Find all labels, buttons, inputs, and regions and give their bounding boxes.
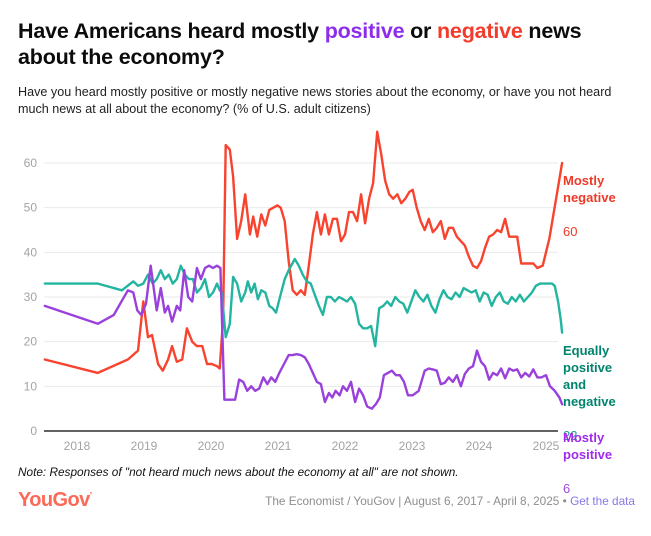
credit-text: The Economist / YouGov | August 6, 2017 …	[265, 494, 571, 508]
series-label-mostly-negative: Mostly negative 60	[563, 155, 649, 257]
series-end-value-equally: 22	[563, 428, 578, 443]
y-tick-label: 10	[24, 379, 38, 393]
line-mostly-negative	[43, 130, 564, 375]
series-label-text: Mostly positive	[563, 430, 613, 462]
title-text: about the economy?	[18, 45, 225, 69]
y-tick-label: 60	[24, 156, 38, 170]
line-equally-positive-and-negative	[43, 257, 564, 348]
series-label-mostly-positive: Mostly positive 6	[563, 412, 649, 514]
series-label-text: Mostly negative	[563, 173, 616, 205]
x-tick-label: 2020	[198, 439, 225, 453]
series-label-equally-positive-and-negative: Equally positive and negative 22	[563, 325, 649, 461]
y-tick-label: 40	[24, 245, 38, 259]
title-text: positive	[324, 19, 405, 43]
x-tick-label: 2018	[64, 439, 91, 453]
line-mostly-positive	[43, 264, 564, 410]
y-tick-label: 30	[24, 290, 38, 304]
y-tick-label: 20	[24, 335, 38, 349]
series-end-value-mostly-positive: 6	[563, 481, 571, 496]
x-tick-label: 2019	[131, 439, 158, 453]
chart-title: Have Americans heard mostly positive or …	[18, 18, 582, 70]
yougov-logo: YouGov’	[18, 489, 92, 511]
chart-subtitle: Have you heard mostly positive or mostly…	[18, 85, 612, 116]
title-text: negative	[437, 19, 523, 43]
footnote: Note: Responses of "not heard much news …	[18, 465, 459, 479]
logo-mark: ’	[89, 490, 92, 501]
series-label-text: Equally positive and negative	[563, 343, 616, 409]
x-tick-label: 2023	[399, 439, 426, 453]
x-tick-label: 2021	[265, 439, 292, 453]
x-tick-label: 2025	[533, 439, 560, 453]
series-end-value-mostly-negative: 60	[563, 224, 578, 239]
x-tick-label: 2024	[466, 439, 493, 453]
title-text: or	[404, 19, 437, 43]
x-tick-label: 2022	[332, 439, 359, 453]
title-text: news	[522, 19, 582, 43]
y-tick-label: 50	[24, 201, 38, 215]
title-text: Have Americans heard mostly	[18, 19, 325, 43]
y-tick-label: 0	[30, 424, 37, 438]
get-the-data-link[interactable]: Get the data	[570, 494, 635, 508]
source-credit: The Economist / YouGov | August 6, 2017 …	[265, 494, 635, 508]
